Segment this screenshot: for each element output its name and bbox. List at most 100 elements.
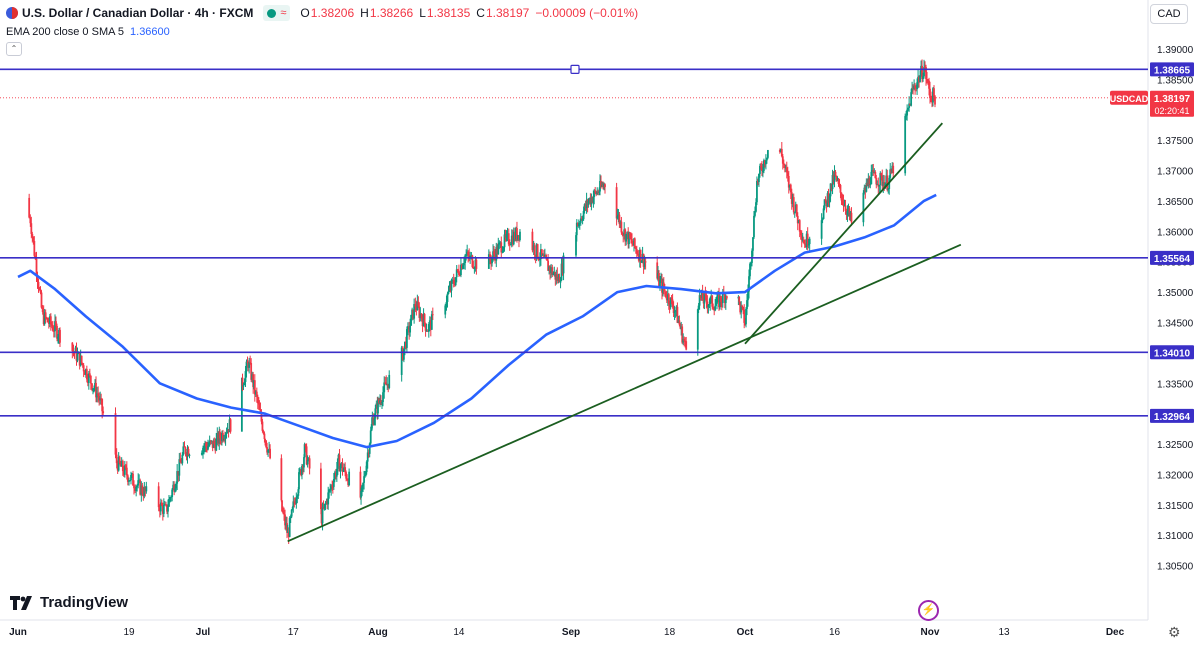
countdown-text: 02:20:41 xyxy=(1154,106,1189,116)
candle-body xyxy=(216,433,219,439)
symbol-title[interactable]: U.S. Dollar / Canadian Dollar · 4h · FXC… xyxy=(22,6,254,20)
candle-body xyxy=(405,341,407,348)
candle-body xyxy=(714,305,717,311)
candle-body xyxy=(531,231,534,251)
tradingview-logo[interactable]: TradingView xyxy=(10,594,128,611)
indicator-legend[interactable]: EMA 200 close 0 SMA 5 1.36600 xyxy=(6,26,170,38)
candle-body xyxy=(305,446,308,465)
candle-body xyxy=(707,304,710,308)
market-open-icon xyxy=(267,8,277,18)
candle-body xyxy=(134,488,137,492)
candle-body xyxy=(445,301,448,306)
line-price-tag-text: 1.38665 xyxy=(1154,65,1191,76)
candle-body xyxy=(501,250,504,253)
line-drag-handle[interactable] xyxy=(570,64,580,74)
candle-body xyxy=(497,244,500,255)
candle-body xyxy=(657,273,659,279)
candle-body xyxy=(339,465,342,472)
x-tick-label: Jul xyxy=(196,627,211,638)
candle-body xyxy=(926,79,928,81)
candle-body xyxy=(253,380,256,395)
candle-body xyxy=(91,383,93,390)
candle-body xyxy=(907,107,910,110)
candle-body xyxy=(362,482,364,486)
candle-body xyxy=(561,263,564,274)
candle-body xyxy=(92,388,94,390)
indicator-label: EMA 200 close 0 SMA 5 xyxy=(6,26,125,38)
ema-200-line[interactable] xyxy=(17,193,937,449)
candle-body xyxy=(928,80,930,89)
candle-body xyxy=(454,277,457,286)
candle-body xyxy=(923,67,925,77)
candle-body xyxy=(166,504,168,512)
candle-body xyxy=(33,241,36,256)
candle-body xyxy=(866,182,869,186)
market-status-pill[interactable]: ≈ xyxy=(263,5,291,21)
candle-body xyxy=(879,173,882,186)
trendline[interactable] xyxy=(744,122,944,345)
currency-button[interactable]: CAD xyxy=(1150,4,1188,24)
candle-body xyxy=(925,67,927,80)
collapse-legend-icon[interactable]: ⌃ xyxy=(6,42,22,56)
candle-body xyxy=(183,446,186,448)
candle-body xyxy=(499,242,502,244)
candle-body xyxy=(84,369,87,375)
candle-body xyxy=(367,452,370,454)
y-tick-label: 1.37000 xyxy=(1157,167,1194,178)
candle-body xyxy=(203,446,205,448)
candle-body xyxy=(294,502,297,504)
candle-body xyxy=(704,293,707,295)
candle-body xyxy=(331,485,334,487)
candle-body xyxy=(259,409,262,413)
candle-body xyxy=(369,430,372,444)
candle-body xyxy=(871,170,874,172)
candle-body xyxy=(793,211,796,213)
candle-body xyxy=(833,171,836,182)
candle-body xyxy=(750,262,752,264)
candle-body xyxy=(625,234,628,242)
candle-body xyxy=(244,371,247,382)
candle-body xyxy=(761,167,763,171)
candle-body xyxy=(332,479,335,487)
y-tick-label: 1.39000 xyxy=(1157,45,1194,56)
candle-body xyxy=(882,182,885,187)
candle-body xyxy=(284,514,286,526)
trendline[interactable] xyxy=(287,243,962,543)
candle-body xyxy=(446,293,449,302)
ohlc-value: −0.00009 (−0.01%) xyxy=(535,6,639,20)
candle-body xyxy=(456,269,459,271)
settings-gear-icon[interactable]: ⚙ xyxy=(1168,624,1181,640)
candle-body xyxy=(31,233,34,237)
candle-body xyxy=(797,220,800,224)
candle-body xyxy=(603,184,605,187)
candle-body xyxy=(330,485,333,490)
lightning-icon[interactable]: ⚡ xyxy=(918,600,939,621)
candle-body xyxy=(624,229,627,242)
candle-body xyxy=(562,255,565,274)
candle-body xyxy=(120,460,123,467)
candle-body xyxy=(252,380,255,388)
candle-body xyxy=(474,259,477,268)
candle-body xyxy=(161,505,164,514)
candle-body xyxy=(601,185,603,187)
candle-body xyxy=(604,184,606,188)
candle-body xyxy=(717,294,719,297)
y-tick-label: 1.32000 xyxy=(1157,470,1194,481)
candle-body xyxy=(415,306,418,311)
candle-body xyxy=(755,202,757,212)
candle-body xyxy=(506,233,509,235)
candle-body xyxy=(784,167,787,169)
candle-body xyxy=(538,259,541,261)
line-price-tag-text: 1.32964 xyxy=(1154,412,1191,423)
candle-body xyxy=(424,323,427,331)
candle-body xyxy=(680,326,683,329)
y-tick-label: 1.32500 xyxy=(1157,440,1194,451)
candle-body xyxy=(791,197,794,204)
candle-body xyxy=(805,233,808,247)
candle-body xyxy=(242,384,245,387)
x-tick-label: Sep xyxy=(562,627,580,638)
candle-body xyxy=(589,198,592,205)
candle-body xyxy=(178,459,181,476)
candle-body xyxy=(366,452,369,462)
